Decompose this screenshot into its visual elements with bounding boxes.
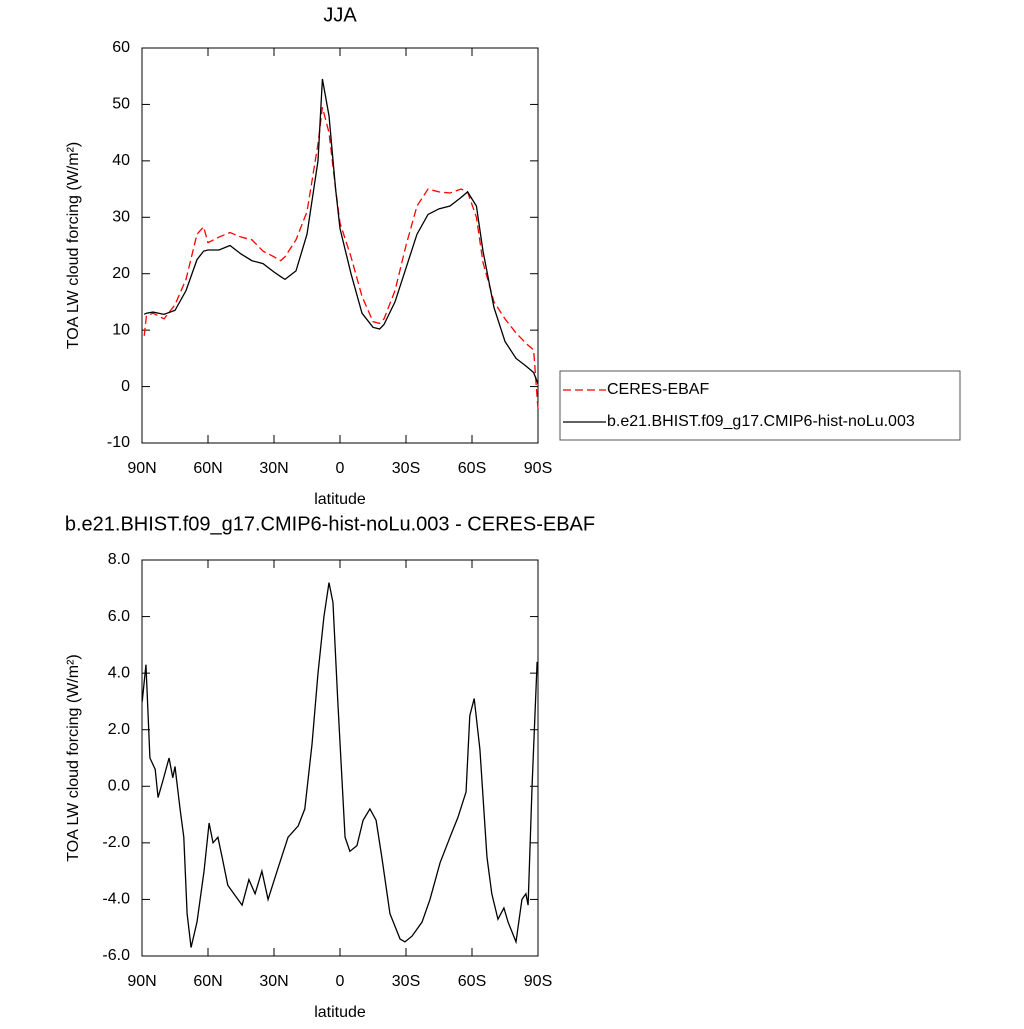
legend-label: CERES-EBAF [607, 381, 709, 398]
y-axis-label: TOA LW cloud forcing (W/m²) [65, 654, 82, 861]
x-tick-label: 30N [259, 460, 288, 477]
x-tick-label: 30S [392, 973, 420, 990]
y-tick-label: 6.0 [108, 608, 130, 625]
x-tick-label: 60N [193, 973, 222, 990]
y-tick-label: 10 [112, 321, 130, 338]
y-tick-label: -2.0 [102, 834, 130, 851]
x-tick-label: 30N [259, 973, 288, 990]
x-tick-label: 90S [524, 973, 552, 990]
x-axis-label: latitude [314, 491, 366, 508]
legend-label: b.e21.BHIST.f09_g17.CMIP6-hist-noLu.003 [607, 413, 915, 430]
x-tick-label: 90N [127, 460, 156, 477]
y-tick-label: 2.0 [108, 721, 130, 738]
plot-frame [141, 559, 539, 957]
y-axis-label: TOA LW cloud forcing (W/m²) [65, 142, 82, 349]
x-tick-label: 0 [336, 460, 345, 477]
x-axis-label: latitude [314, 1004, 366, 1021]
data-line [143, 107, 539, 410]
chart-title: b.e21.BHIST.f09_g17.CMIP6-hist-noLu.003 … [65, 513, 595, 535]
y-tick-label: -6.0 [102, 947, 130, 964]
x-tick-label: 60S [458, 460, 486, 477]
plot-frame [141, 47, 539, 444]
y-tick-label: -4.0 [102, 891, 130, 908]
y-tick-label: 30 [112, 209, 130, 226]
data-line [143, 78, 539, 384]
x-tick-label: 60S [458, 973, 486, 990]
x-tick-label: 30S [392, 460, 420, 477]
x-tick-label: 0 [336, 973, 345, 990]
y-tick-label: 0 [121, 378, 130, 395]
x-tick-label: 60N [193, 460, 222, 477]
y-tick-label: 0.0 [108, 778, 130, 795]
y-tick-label: 8.0 [108, 551, 130, 568]
y-tick-label: -10 [107, 434, 130, 451]
legend-box [559, 370, 961, 441]
y-tick-label: 50 [112, 96, 130, 113]
y-tick-label: 40 [112, 152, 130, 169]
y-tick-label: 4.0 [108, 664, 130, 681]
x-tick-label: 90N [127, 973, 156, 990]
y-tick-label: 60 [112, 39, 130, 56]
y-tick-label: 20 [112, 265, 130, 282]
chart-title: JJA [323, 4, 357, 26]
data-line [141, 582, 538, 948]
x-tick-label: 90S [524, 460, 552, 477]
